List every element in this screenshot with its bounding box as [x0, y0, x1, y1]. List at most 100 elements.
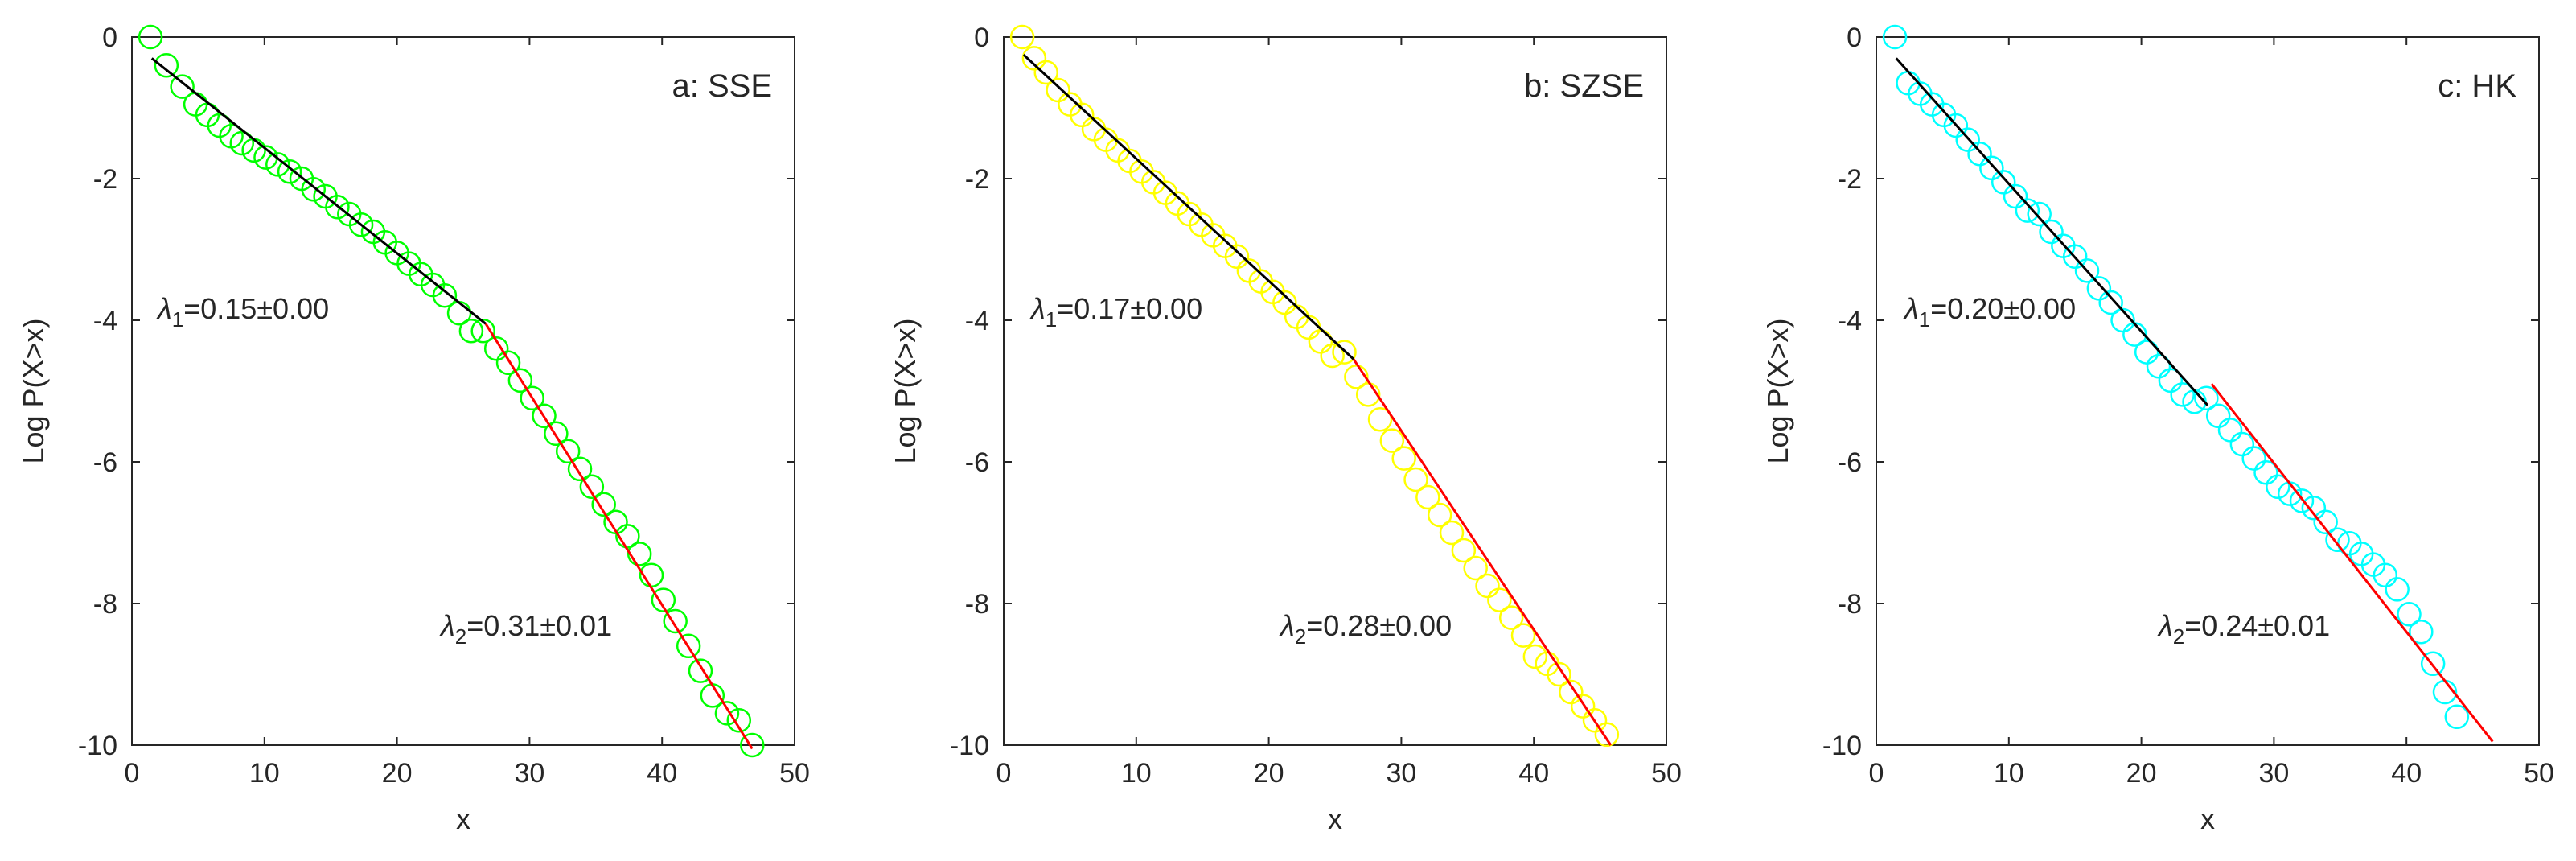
data-point: [2098, 290, 2123, 315]
y-tick-label: 0: [974, 23, 989, 53]
x-tick-label: 30: [514, 758, 544, 789]
lambda-2-annotation: λ2=0.31±0.01: [439, 609, 612, 649]
data-point: [1547, 661, 1571, 687]
data-point: [1498, 605, 1524, 630]
plot-frame: [1003, 36, 1667, 746]
data-point: [1367, 406, 1393, 432]
y-axis-label: Log P(X>x): [1761, 318, 1794, 463]
data-point: [2074, 258, 2100, 283]
lambda-symbol: λ: [2157, 609, 2173, 642]
data-point: [170, 74, 195, 99]
lambda-symbol: λ: [1279, 609, 1295, 642]
data-point: [2241, 446, 2266, 471]
data-point: [483, 336, 509, 361]
data-point: [277, 159, 302, 184]
data-point: [1379, 428, 1405, 453]
data-point: [1308, 329, 1333, 354]
lambda-subscript: 1: [172, 307, 183, 332]
data-point: [432, 282, 458, 308]
data-point: [1332, 340, 1357, 365]
lambda-value: =0.17±0.00: [1057, 292, 1202, 325]
x-tick-label: 10: [1121, 758, 1152, 789]
data-point: [1882, 24, 1908, 50]
y-tick-label: -2: [1838, 164, 1862, 195]
data-point: [2420, 651, 2446, 677]
panel-label: b: SZSE: [1524, 68, 1644, 104]
fit-line-lambda1: [1895, 57, 2209, 406]
data-point: [2217, 418, 2243, 443]
data-point: [2301, 495, 2327, 521]
x-tick-label: 0: [125, 758, 140, 789]
data-point: [470, 318, 495, 344]
x-tick-label: 0: [1869, 758, 1884, 789]
lambda-value: =0.20±0.00: [1930, 292, 2076, 325]
data-point: [507, 368, 533, 393]
x-tick-label: 40: [2391, 758, 2422, 789]
data-point: [544, 421, 569, 447]
y-tick-label: 0: [1847, 23, 1862, 53]
x-tick-label: 20: [1254, 758, 1284, 789]
data-point: [2397, 601, 2422, 627]
data-point: [688, 658, 713, 683]
data-point: [325, 194, 350, 220]
lambda-value: =0.24±0.01: [2184, 609, 2330, 642]
data-point: [2194, 385, 2219, 411]
lambda-symbol: λ: [439, 609, 455, 642]
lambda-value: =0.31±0.01: [466, 609, 612, 642]
y-tick-label: -6: [1838, 447, 1862, 478]
data-point: [532, 403, 557, 429]
data-point: [1046, 77, 1070, 103]
data-point: [2373, 562, 2398, 588]
data-point: [2134, 340, 2159, 365]
data-point: [2158, 368, 2184, 393]
y-tick-label: 0: [102, 23, 117, 53]
data-point: [2146, 353, 2171, 379]
x-tick-label: 10: [1994, 758, 2024, 789]
data-point: [458, 318, 484, 344]
x-tick-label: 30: [2258, 758, 2289, 789]
data-point: [1559, 679, 1584, 705]
data-point: [2003, 183, 2028, 209]
data-point: [1510, 623, 1536, 648]
y-tick-label: -8: [1838, 589, 1862, 620]
data-point: [2086, 276, 2112, 301]
y-tick-label: -10: [950, 731, 989, 761]
data-point: [2027, 201, 2052, 227]
data-point: [1955, 127, 1980, 152]
data-point: [1475, 573, 1500, 599]
y-tick-label: -4: [93, 306, 117, 336]
x-tick-label: 50: [1651, 758, 1682, 789]
lambda-1-annotation: λ1=0.15±0.00: [156, 292, 329, 332]
lambda-subscript: 2: [2173, 624, 2184, 649]
x-tick-label: 20: [382, 758, 413, 789]
lambda-value: =0.15±0.00: [183, 292, 329, 325]
y-tick-label: -4: [965, 306, 989, 336]
lambda-value: =0.28±0.00: [1306, 609, 1452, 642]
x-tick-label: 30: [1386, 758, 1416, 789]
y-tick-label: -8: [93, 589, 117, 620]
data-point: [1943, 113, 1969, 138]
data-point: [2205, 403, 2231, 429]
x-tick-label: 50: [2524, 758, 2554, 789]
lambda-subscript: 2: [455, 624, 466, 649]
y-axis-label: Log P(X>x): [17, 318, 50, 463]
data-point: [2266, 474, 2290, 500]
data-point: [348, 212, 374, 237]
x-axis-label: x: [2200, 802, 2215, 835]
lambda-symbol: λ: [156, 292, 172, 325]
panel-label: c: HK: [2438, 68, 2516, 104]
data-point: [555, 439, 581, 464]
fit-line-lambda2: [1352, 358, 1613, 746]
y-tick-label: -10: [78, 731, 117, 761]
data-point: [138, 24, 163, 50]
data-point: [1272, 290, 1297, 315]
data-point: [1979, 155, 2004, 181]
y-tick-label: -2: [965, 164, 989, 195]
data-point: [1344, 365, 1369, 389]
data-point: [1463, 555, 1488, 581]
data-point: [2444, 704, 2470, 730]
data-point: [1033, 60, 1058, 85]
data-point: [1487, 587, 1512, 612]
x-tick-label: 40: [647, 758, 677, 789]
x-tick-label: 20: [2126, 758, 2157, 789]
